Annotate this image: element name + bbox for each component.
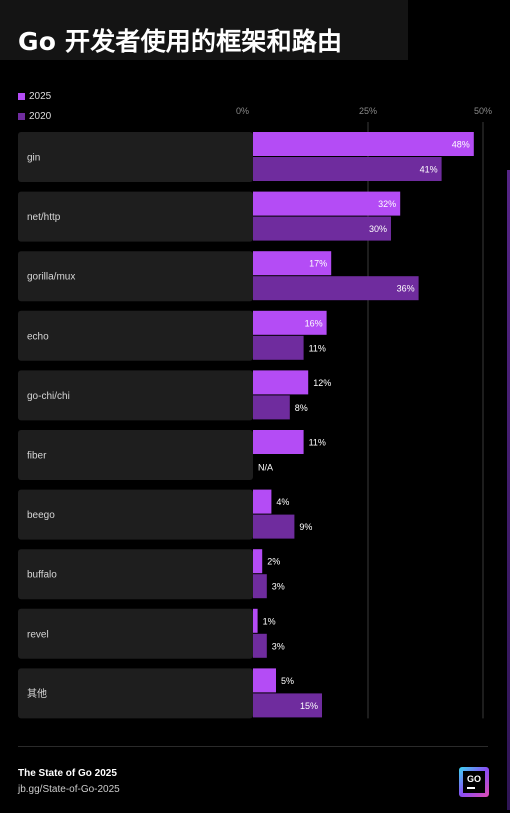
data-label: 1%: [263, 616, 276, 626]
category-row: [18, 668, 253, 719]
category-label: revel: [27, 629, 49, 640]
bar-chart: gin net/http gorilla/mux echo go-chi/chi fibe…: [18, 106, 492, 719]
legend-label-2025: 2025: [29, 90, 52, 102]
category-row: [18, 608, 253, 659]
category-row: [18, 132, 253, 182]
data-label: 5%: [281, 676, 294, 686]
bar-2025: [253, 191, 401, 216]
data-label: 17%: [309, 259, 327, 269]
tick-label: 50%: [474, 106, 492, 116]
legend-swatch-2025: [18, 92, 25, 100]
data-label: 15%: [300, 701, 318, 711]
category-label: buffalo: [27, 570, 57, 581]
footer-title: The State of Go 2025: [18, 768, 117, 779]
edge-accent: [507, 170, 510, 810]
category-label: gorilla/mux: [27, 272, 75, 283]
category-label: beego: [27, 510, 55, 521]
category-row: [18, 549, 253, 600]
bar-2025: [253, 549, 263, 574]
bar-2025: [253, 489, 272, 514]
footer-link[interactable]: jb.gg/State-of-Go-2025: [18, 784, 120, 795]
data-label: 8%: [295, 403, 308, 413]
go-logo-icon: GO: [459, 767, 489, 797]
bar-2025: [253, 608, 258, 633]
tick-label: 25%: [359, 106, 377, 116]
legend-item-2020: 2020: [18, 106, 51, 126]
bar-2020: [253, 395, 290, 420]
legend-item-2025: 2025: [18, 86, 51, 106]
bar-2025: [253, 430, 304, 454]
title-box: Go 开发者使用的框架和路由: [0, 0, 408, 60]
bar-2025: [253, 251, 332, 276]
bar-2020: [253, 216, 391, 241]
bar-2020: [253, 514, 295, 539]
data-label: 12%: [313, 378, 331, 388]
data-label: 30%: [369, 224, 387, 234]
bar-2025: [253, 132, 474, 156]
category-label: go-chi/chi: [27, 391, 70, 402]
tick-label: 0%: [236, 106, 249, 116]
data-label: 41%: [420, 165, 438, 175]
data-label: 36%: [397, 284, 415, 294]
data-label: 16%: [305, 318, 323, 328]
data-label: 4%: [276, 497, 289, 507]
bar-2025: [253, 370, 309, 395]
category-label: 其他: [27, 687, 47, 700]
data-label: 32%: [378, 199, 396, 209]
data-label: 2%: [267, 557, 280, 567]
legend-swatch-2020: [18, 112, 25, 120]
bar-2025: [253, 668, 276, 693]
data-label: 3%: [272, 641, 285, 651]
bar-2020: [253, 693, 322, 718]
legend: 2025 2020: [18, 86, 51, 126]
category-row: [18, 370, 253, 421]
category-row: [18, 251, 253, 302]
data-label: 11%: [309, 438, 326, 448]
category-label: fiber: [27, 451, 47, 462]
category-row: [18, 191, 253, 242]
bar-2025: [253, 310, 327, 335]
logo-text: GO: [467, 774, 481, 784]
bar-2020: [253, 633, 267, 658]
category-label: net/http: [27, 212, 61, 223]
category-label: echo: [27, 331, 49, 342]
data-label: 48%: [452, 140, 470, 150]
bar-2020: [253, 157, 442, 181]
bar-2020: [253, 335, 304, 360]
data-label: 3%: [272, 582, 285, 592]
category-row: [18, 489, 253, 540]
data-label: 11%: [309, 343, 326, 353]
legend-label-2020: 2020: [29, 110, 52, 122]
data-label: 9%: [299, 522, 312, 532]
category-row: [18, 310, 253, 361]
bar-2020: [253, 276, 419, 301]
footer-divider: [18, 746, 488, 747]
category-label: gin: [27, 153, 40, 164]
na-label: N/A: [258, 463, 273, 473]
page-title: Go 开发者使用的框架和路由: [18, 27, 343, 56]
category-row: [18, 430, 253, 480]
bar-2020: [253, 574, 267, 599]
